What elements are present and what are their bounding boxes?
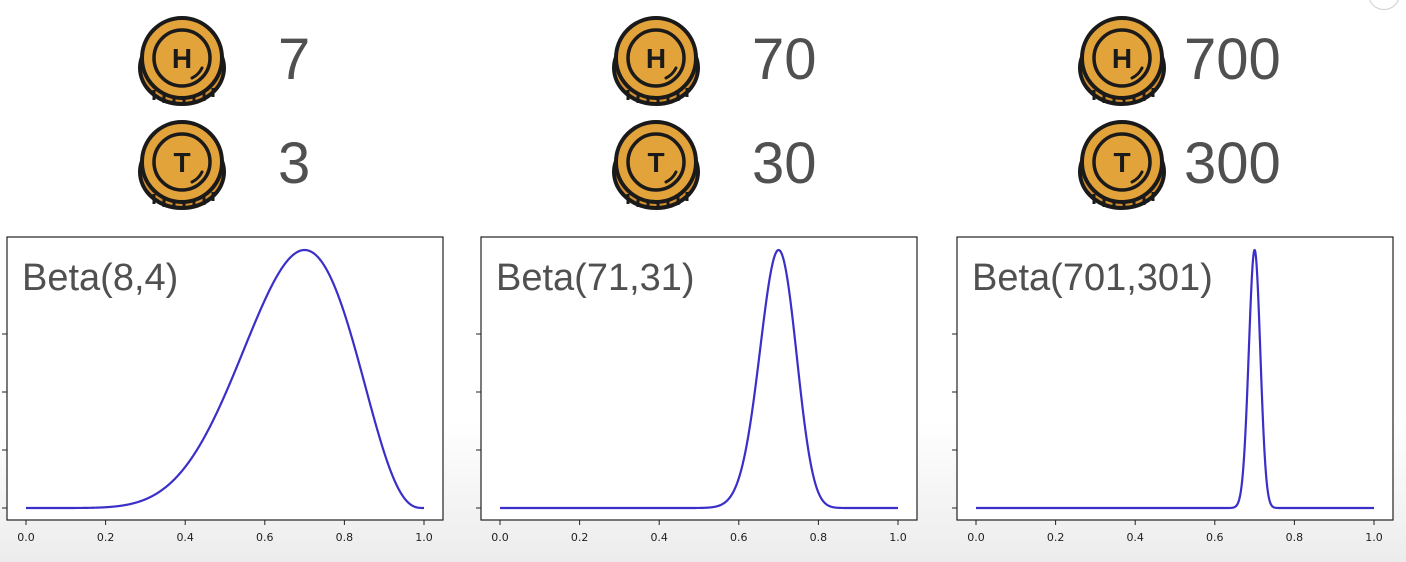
panel-2: H 70 T 30 [474,0,944,562]
x-tick-label: 0.0 [17,531,35,544]
panel-3: H 700 T 300 [940,0,1406,562]
tails-coin-letter: T [173,147,190,178]
x-tick-label: 0.2 [1047,531,1065,544]
plot-frame [480,236,918,521]
x-tick-label: 0.6 [256,531,274,544]
x-tick-label: 1.0 [889,531,907,544]
beta-pdf-line [975,248,1375,510]
tails-count: 3 [278,131,311,196]
chart-title: Beta(701,301) [972,257,1213,299]
chart-title: Beta(71,31) [496,257,695,299]
tails-coin-letter: T [1113,147,1130,178]
x-tick-label: 0.4 [176,531,194,544]
tails-coin-icon: T [1078,120,1166,210]
heads-coin-icon: H [612,16,700,106]
tails-coin-icon: T [138,120,226,210]
x-tick-label: 0.2 [571,531,589,544]
plot-frame [6,236,444,521]
beta-chart-2: 0.0 0.2 0.4 0.6 0.8 1.0 Beta(71,31) [476,236,918,544]
x-tick-label: 0.6 [730,531,748,544]
tails-coin-icon: T [612,120,700,210]
heads-coin-icon: H [1078,16,1166,106]
beta-pdf-line [499,248,899,510]
tails-row: T 30 [610,118,817,210]
beta-pdf-line [25,248,425,510]
heads-coin-icon: H [138,16,226,106]
x-tick-label: 0.6 [1206,531,1224,544]
beta-chart-3: 0.0 0.2 0.4 0.6 0.8 1.0 Beta(701,301) [952,236,1394,544]
x-tick-label: 1.0 [415,531,433,544]
heads-count: 700 [1184,27,1281,92]
x-tick-label: 0.0 [491,531,509,544]
x-tick-label: 0.0 [967,531,985,544]
heads-coin-letter: H [172,43,192,74]
chart-title: Beta(8,4) [22,257,178,299]
x-tick-label: 0.8 [810,531,828,544]
x-tick-label: 0.8 [336,531,354,544]
heads-coin-letter: H [646,43,666,74]
x-tick-label: 0.4 [650,531,668,544]
heads-row: H 70 [610,14,817,106]
tails-row: T 300 [1076,118,1281,210]
beta-chart-1: 0.0 0.2 0.4 0.6 0.8 1.0 Beta(8,4) [2,236,444,544]
heads-coin-letter: H [1112,43,1132,74]
panel-1: H 7 T 3 [0,0,470,562]
tails-coin-letter: T [647,147,664,178]
heads-row: H 700 [1076,14,1281,106]
x-tick-label: 0.4 [1126,531,1144,544]
x-tick-label: 0.8 [1286,531,1304,544]
x-tick-label: 0.2 [97,531,115,544]
heads-count: 70 [752,27,817,92]
tails-count: 300 [1184,131,1281,196]
tails-row: T 3 [136,118,310,210]
x-tick-label: 1.0 [1365,531,1383,544]
plot-frame [956,236,1394,521]
heads-row: H 7 [136,14,310,106]
heads-count: 7 [278,27,311,92]
tails-count: 30 [752,131,817,196]
